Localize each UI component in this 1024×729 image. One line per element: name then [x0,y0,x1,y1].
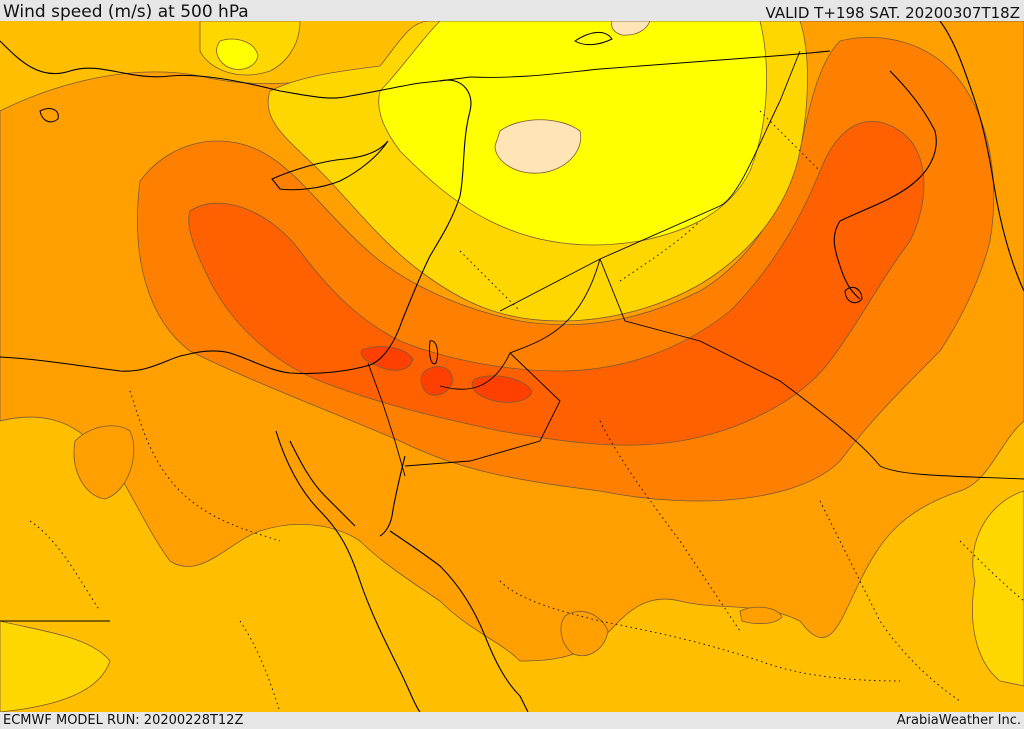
border-egypt-east [367,362,406,477]
field-deep-red-1 [360,346,414,371]
field-yellow-nw [216,38,259,70]
border-saudi-iraq [599,258,1024,480]
provincial-borders [29,110,1024,712]
border-jordan-saudi [439,258,601,390]
coastline-red-sea-east [389,530,529,712]
border-jordan-iraq [499,50,801,312]
field-southwest-low [0,620,111,712]
coastline-gulf-of-aqaba [379,455,406,537]
coastline-north-africa [0,79,472,375]
island-rhodes [39,108,59,123]
border-syria-iraq [469,50,831,78]
credit-label: ArabiaWeather Inc. [896,713,1021,728]
field-light-core [494,119,582,174]
wind-speed-map [0,21,1024,712]
lake-assad [574,32,613,46]
coastline-gulf-of-suez [289,440,356,527]
field-light-core-2 [611,21,651,36]
field-patch-1 [560,611,609,657]
field-patch-3 [73,425,135,500]
field-patch-2 [739,606,783,625]
valid-time: VALID T+198 SAT. 20200307T18Z [765,4,1020,22]
footer-bar: ECMWF MODEL RUN: 20200228T12Z ArabiaWeat… [0,712,1024,729]
model-run-label: ECMWF MODEL RUN: 20200228T12Z [3,713,244,728]
map-title: Wind speed (m/s) at 500 hPa [3,2,249,22]
header-bar: Wind speed (m/s) at 500 hPa VALID T+198 … [0,0,1024,21]
border-egypt-saudi-line [404,352,561,467]
coastline-iran [939,21,1024,292]
coastline-cyprus [271,140,389,191]
coastline-turkey [0,40,471,99]
field-deep-red-2 [420,366,453,396]
coastline-persian-gulf [833,70,937,300]
dead-sea [429,340,439,365]
bahrain-qatar [844,286,863,304]
coastline-red-sea-west [275,430,421,712]
field-east-low [972,490,1024,687]
